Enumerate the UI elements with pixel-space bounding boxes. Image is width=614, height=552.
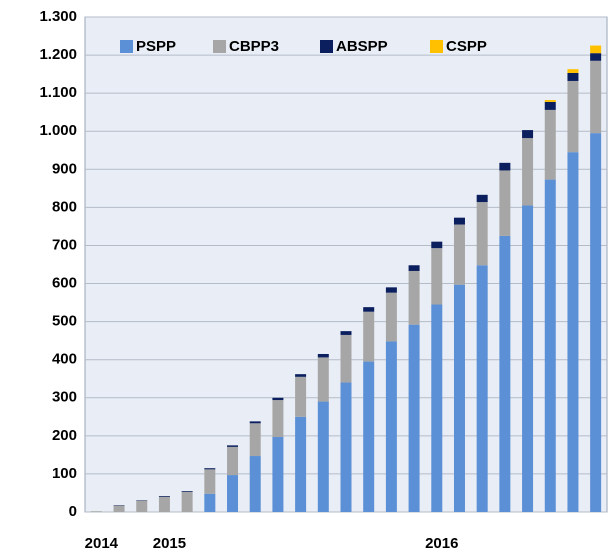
bar-segment [522, 205, 534, 512]
bar-segment [340, 382, 352, 512]
bar-segment [227, 445, 239, 447]
bar-segment [499, 162, 511, 171]
bar-segment [453, 224, 465, 285]
bar-segment [295, 376, 307, 417]
legend-label: PSPP [136, 38, 176, 55]
bar-segment [317, 353, 329, 358]
bar-segment [227, 475, 239, 512]
bar-segment [363, 311, 375, 362]
x-tick-label: 2014 [85, 535, 119, 552]
bar-segment [590, 133, 602, 512]
y-tick-label: 500 [52, 313, 77, 330]
bar-segment [340, 331, 352, 335]
bar-segment [499, 170, 511, 236]
bar-segment [590, 45, 602, 54]
bar-segment [544, 101, 556, 110]
bar-segment [385, 341, 397, 512]
y-tick-label: 100 [52, 465, 77, 482]
bar-segment [249, 423, 261, 457]
bar-segment [295, 416, 307, 512]
bar-segment [204, 469, 216, 494]
y-tick-label: 700 [52, 236, 77, 253]
bar-segment [544, 100, 556, 102]
bar-segment [522, 138, 534, 206]
y-tick-label: 1.100 [39, 84, 77, 101]
bar-segment [499, 235, 511, 512]
bar-segment [476, 194, 488, 203]
bar-segment [453, 217, 465, 225]
bar-segment [590, 53, 602, 61]
bar-segment [363, 361, 375, 512]
bar-segment [227, 446, 239, 476]
y-tick-label: 300 [52, 389, 77, 406]
bar-segment [272, 397, 284, 401]
y-tick-label: 200 [52, 427, 77, 444]
bar-segment [431, 248, 443, 305]
y-tick-label: 1.200 [39, 46, 77, 63]
x-tick-label: 2015 [153, 535, 186, 552]
bar-segment [158, 496, 170, 512]
bar-segment [136, 500, 148, 512]
bar-segment [363, 307, 375, 312]
bar-segment [590, 60, 602, 134]
bar-segment [544, 109, 556, 180]
y-tick-label: 0 [69, 503, 77, 520]
y-tick-label: 900 [52, 160, 77, 177]
bar-segment [113, 505, 125, 512]
bar-segment [408, 270, 420, 325]
bar-segment [181, 491, 193, 492]
bar-segment [181, 491, 193, 512]
bar-segment [408, 265, 420, 271]
x-tick-label: 2016 [425, 535, 458, 552]
bar-segment [317, 357, 329, 402]
bar-segment [385, 287, 397, 293]
bar-segment [544, 179, 556, 513]
bar-segment [272, 400, 284, 437]
y-tick-label: 800 [52, 198, 77, 215]
bar-segment [567, 69, 579, 73]
bar-segment [476, 265, 488, 512]
legend-swatch [430, 40, 443, 53]
bar-segment [249, 421, 261, 424]
legend-label: CBPP3 [229, 38, 279, 55]
y-tick-label: 400 [52, 351, 77, 368]
bar-segment [204, 468, 216, 470]
bar-segment [295, 374, 307, 377]
bar-segment [522, 130, 534, 139]
bar-segment [272, 436, 284, 512]
bar-segment [385, 292, 397, 342]
bar-segment [340, 334, 352, 383]
y-tick-label: 1.000 [39, 122, 77, 139]
legend-label: CSPP [446, 38, 487, 55]
bar-segment [476, 202, 488, 266]
legend-swatch [320, 40, 333, 53]
bar-segment [567, 72, 579, 81]
bar-segment [567, 152, 579, 512]
legend-swatch [120, 40, 133, 53]
bar-segment [431, 241, 443, 249]
bar-segment [453, 284, 465, 512]
y-tick-label: 600 [52, 275, 77, 292]
bar-segment [408, 324, 420, 512]
legend-label: ABSPP [336, 38, 388, 55]
bar-segment [249, 456, 261, 512]
y-tick-label: 1.300 [39, 8, 77, 25]
bar-segment [317, 401, 329, 512]
bar-segment [90, 511, 102, 512]
bar-segment [567, 80, 579, 153]
bar-segment [204, 493, 216, 512]
bar-segment [158, 496, 170, 497]
bar-segment [431, 304, 443, 512]
legend-swatch [213, 40, 226, 53]
